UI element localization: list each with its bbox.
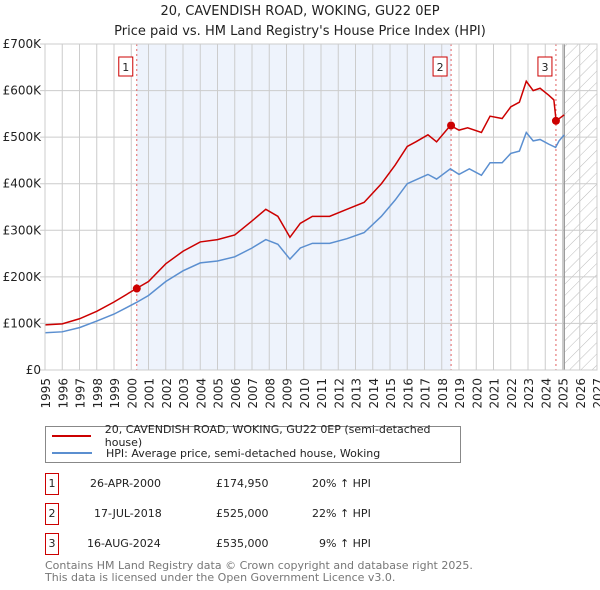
footer-copyright: Contains HM Land Registry data © Crown c… xyxy=(45,559,473,572)
transaction-price: £174,950 xyxy=(216,477,269,490)
transaction-hpi: 22% ↑ HPI xyxy=(312,507,371,520)
transaction-date: 17-JUL-2018 xyxy=(94,507,162,520)
x-tick-label: 2010 xyxy=(298,378,312,409)
y-tick-label: £0 xyxy=(26,363,41,377)
shaded-ownership-period xyxy=(136,44,452,370)
series-line xyxy=(44,131,565,334)
legend-label: HPI: Average price, semi-detached house,… xyxy=(106,446,381,460)
x-tick-label: 2005 xyxy=(212,378,226,409)
x-tick-label: 2015 xyxy=(384,378,398,409)
y-tick-label: £500K xyxy=(3,130,43,144)
marker-badge: 2 xyxy=(45,503,59,525)
x-tick-label: 2025 xyxy=(557,378,571,409)
x-tick-label: 2001 xyxy=(143,378,157,409)
legend-item-hpi: HPI: Average price, semi-detached house,… xyxy=(52,445,380,461)
sale-label: 2 xyxy=(437,61,444,74)
transaction-row: 2 17-JUL-2018 £525,000 22% ↑ HPI xyxy=(45,503,545,525)
x-tick-label: 2012 xyxy=(332,378,346,409)
series-line xyxy=(44,79,565,326)
legend-swatch xyxy=(52,452,92,454)
marker-badge: 1 xyxy=(45,473,59,495)
sale-label: 1 xyxy=(122,61,129,74)
sale-label-box xyxy=(432,56,448,77)
transaction-row: 1 26-APR-2000 £174,950 20% ↑ HPI xyxy=(45,473,545,495)
transaction-date: 16-AUG-2024 xyxy=(87,537,161,550)
y-tick-label: £300K xyxy=(3,223,43,237)
x-tick-label: 2004 xyxy=(194,378,208,409)
sale-point xyxy=(132,284,141,293)
transaction-date: 26-APR-2000 xyxy=(90,477,162,490)
sale-label-box xyxy=(537,56,553,77)
x-tick-label: 2026 xyxy=(574,378,588,409)
x-tick-label: 2022 xyxy=(505,378,519,409)
marker-badge: 3 xyxy=(45,533,59,555)
transaction-price: £535,000 xyxy=(216,537,269,550)
x-tick-label: 2021 xyxy=(488,378,502,409)
x-tick-label: 2002 xyxy=(160,378,174,409)
transaction-hpi: 9% ↑ HPI xyxy=(319,537,371,550)
x-tick-label: 1997 xyxy=(74,378,88,409)
chart-title: 20, CAVENDISH ROAD, WOKING, GU22 0EP xyxy=(160,4,440,19)
sale-point xyxy=(447,121,456,130)
x-tick-label: 2016 xyxy=(401,378,415,409)
x-tick-label: 2018 xyxy=(436,378,450,409)
x-tick-label: 1995 xyxy=(39,378,53,409)
x-tick-label: 2003 xyxy=(177,378,191,409)
legend-item-property: 20, CAVENDISH ROAD, WOKING, GU22 0EP (se… xyxy=(52,423,460,449)
y-tick-label: £200K xyxy=(3,270,43,284)
x-tick-label: 2000 xyxy=(125,378,139,409)
transaction-row: 3 16-AUG-2024 £535,000 9% ↑ HPI xyxy=(45,533,545,555)
x-tick-label: 2009 xyxy=(281,378,295,409)
x-tick-label: 2023 xyxy=(522,378,536,409)
x-tick-label: 2020 xyxy=(470,378,484,409)
footer-licence: This data is licensed under the Open Gov… xyxy=(45,571,396,584)
sale-point xyxy=(551,116,560,125)
x-tick-label: 2013 xyxy=(350,378,364,409)
x-tick-label: 1998 xyxy=(91,378,105,409)
chart-subtitle: Price paid vs. HM Land Registry's House … xyxy=(114,24,486,39)
y-tick-label: £100K xyxy=(3,316,43,330)
x-tick-label: 2019 xyxy=(453,378,467,409)
legend-swatch xyxy=(52,435,91,437)
x-tick-label: 2017 xyxy=(419,378,433,409)
x-tick-label: 1996 xyxy=(56,378,70,409)
x-tick-label: 2011 xyxy=(315,378,329,409)
x-tick-label: 1999 xyxy=(108,378,122,409)
price-chart: 1995 1996 1997 1998 1999 2000 2001 2002 2003 2004… xyxy=(3,37,600,409)
x-tick-label: 2006 xyxy=(229,378,243,409)
y-tick-label: £600K xyxy=(3,84,43,98)
transaction-hpi: 20% ↑ HPI xyxy=(312,477,371,490)
plot-border xyxy=(44,43,598,371)
sale-label: 3 xyxy=(541,61,548,74)
sale-label-box xyxy=(118,56,134,77)
legend: 20, CAVENDISH ROAD, WOKING, GU22 0EP (se… xyxy=(45,423,461,463)
transaction-price: £525,000 xyxy=(216,507,269,520)
x-tick-label: 2027 xyxy=(591,378,600,409)
y-tick-label: £700K xyxy=(3,37,43,51)
x-tick-label: 2008 xyxy=(263,378,277,409)
forecast-hatch xyxy=(564,44,597,370)
footer: Contains HM Land Registry data © Crown c… xyxy=(45,560,473,584)
x-tick-label: 2007 xyxy=(246,378,260,409)
x-tick-label: 2024 xyxy=(539,378,553,409)
y-tick-label: £400K xyxy=(3,177,43,191)
legend-label: 20, CAVENDISH ROAD, WOKING, GU22 0EP (se… xyxy=(104,423,431,449)
x-tick-label: 2014 xyxy=(367,378,381,409)
